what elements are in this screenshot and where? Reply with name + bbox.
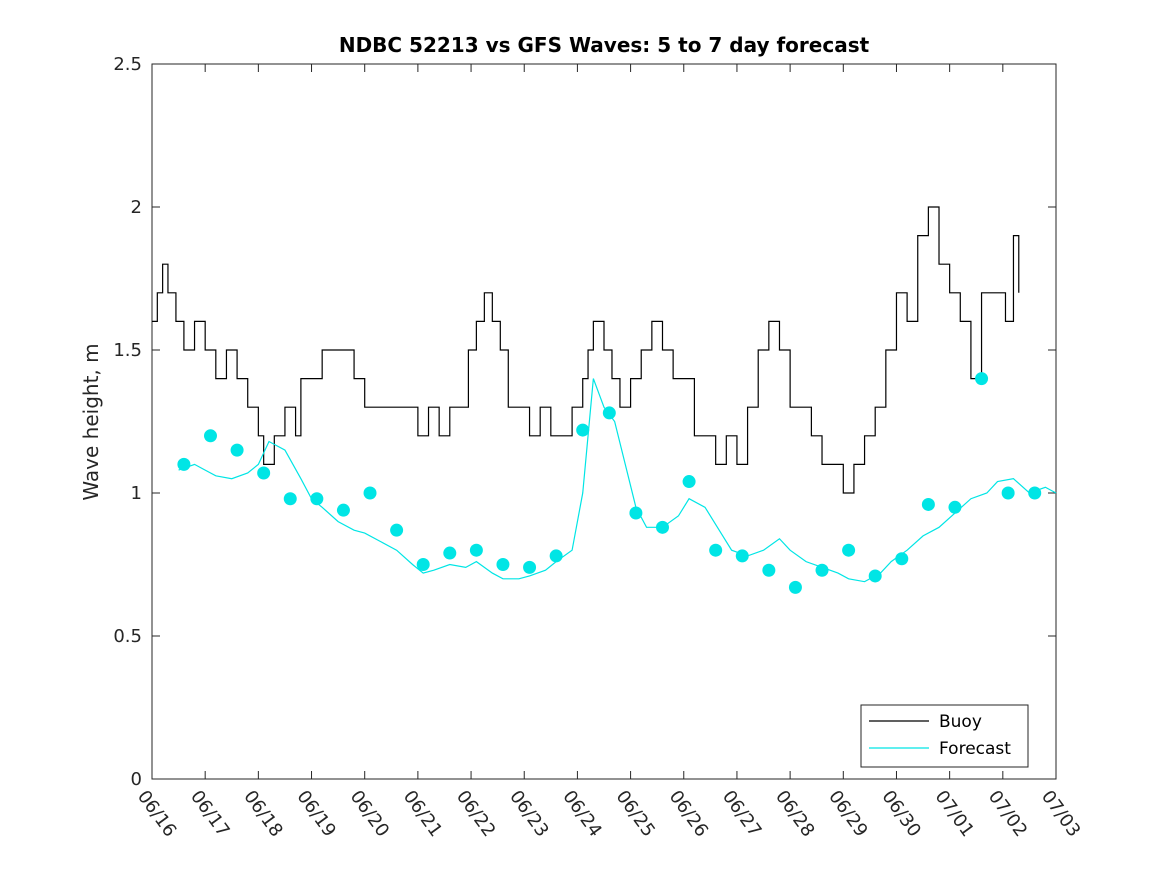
forecast-point bbox=[576, 423, 590, 437]
x-tick-label: 06/16 bbox=[133, 787, 180, 841]
forecast-point bbox=[629, 506, 643, 520]
forecast-point bbox=[842, 543, 856, 557]
x-tick-label: 06/25 bbox=[612, 787, 659, 841]
series-layer bbox=[152, 206, 1057, 583]
x-tick-label: 06/20 bbox=[346, 787, 393, 841]
forecast-point bbox=[336, 503, 350, 517]
forecast-point bbox=[709, 543, 723, 557]
forecast-point bbox=[815, 563, 829, 577]
x-tick-label: 06/21 bbox=[399, 787, 446, 841]
forecast-point bbox=[496, 558, 510, 571]
series-line-forecast bbox=[178, 378, 1057, 583]
y-tick-label: 0 bbox=[131, 769, 142, 790]
y-ticks: 0 0.5 1 1.5 2 2.5 bbox=[113, 54, 1056, 790]
legend-box bbox=[860, 704, 1029, 768]
forecast-point bbox=[177, 457, 191, 471]
forecast-point bbox=[602, 406, 616, 420]
y-tick-label: 1 bbox=[131, 483, 142, 504]
x-tick-label: 06/19 bbox=[292, 787, 339, 841]
forecast-markers bbox=[177, 372, 1042, 594]
forecast-point bbox=[310, 492, 324, 506]
x-tick-label: 06/17 bbox=[186, 787, 233, 841]
forecast-point bbox=[655, 520, 669, 534]
forecast-point bbox=[1028, 486, 1042, 500]
legend: Buoy Forecast bbox=[860, 704, 1029, 768]
x-tick-label: 07/03 bbox=[1037, 787, 1084, 841]
x-tick-label: 06/30 bbox=[877, 787, 924, 841]
forecast-point bbox=[788, 580, 802, 594]
forecast-point bbox=[230, 443, 244, 457]
forecast-point bbox=[549, 549, 563, 563]
forecast-point bbox=[523, 560, 537, 574]
axes bbox=[151, 63, 1057, 780]
x-tick-label: 06/28 bbox=[771, 787, 818, 841]
forecast-point bbox=[203, 429, 217, 443]
x-tick-label: 06/26 bbox=[665, 787, 712, 841]
y-tick-label: 1.5 bbox=[113, 340, 142, 361]
legend-label: Buoy bbox=[939, 712, 982, 732]
x-tick-label: 06/27 bbox=[718, 787, 765, 841]
forecast-point bbox=[443, 546, 457, 560]
y-tick-label: 2.5 bbox=[113, 54, 142, 75]
forecast-point bbox=[975, 372, 989, 386]
forecast-point bbox=[469, 543, 483, 557]
forecast-point bbox=[682, 475, 696, 489]
y-tick-label: 2 bbox=[131, 197, 142, 218]
forecast-point bbox=[390, 523, 404, 537]
x-tick-label: 06/23 bbox=[505, 787, 552, 841]
plot-frame bbox=[151, 63, 1057, 780]
forecast-point bbox=[257, 466, 271, 480]
x-tick-label: 06/18 bbox=[239, 787, 286, 841]
forecast-point bbox=[948, 500, 962, 514]
forecast-point bbox=[762, 563, 776, 577]
x-tick-label: 06/22 bbox=[452, 787, 499, 841]
series-line-buoy bbox=[152, 206, 1020, 494]
x-tick-label: 06/24 bbox=[558, 787, 605, 841]
forecast-point bbox=[1001, 486, 1015, 500]
forecast-point bbox=[283, 492, 297, 506]
forecast-point bbox=[868, 569, 882, 583]
forecast-point bbox=[895, 552, 909, 566]
y-tick-label: 0.5 bbox=[113, 626, 142, 647]
chart-title: NDBC 52213 vs GFS Waves: 5 to 7 day fore… bbox=[339, 33, 870, 57]
y-axis-label: Wave height, m bbox=[79, 343, 103, 500]
forecast-point bbox=[921, 497, 935, 511]
x-tick-label: 06/29 bbox=[824, 787, 871, 841]
legend-label: Forecast bbox=[939, 739, 1011, 759]
forecast-point bbox=[735, 549, 749, 563]
forecast-point bbox=[363, 486, 377, 500]
x-tick-label: 07/01 bbox=[931, 787, 978, 841]
x-tick-label: 07/02 bbox=[984, 787, 1031, 841]
forecast-point bbox=[416, 558, 430, 571]
